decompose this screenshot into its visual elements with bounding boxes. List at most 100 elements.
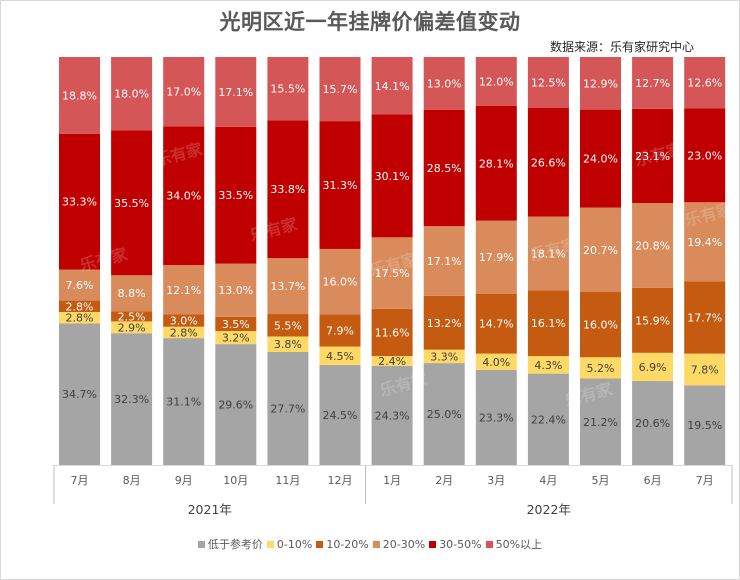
bar-segment[interactable]: [684, 108, 726, 203]
bar-segment[interactable]: [267, 120, 309, 259]
legend-item[interactable]: 0-10%: [266, 538, 312, 551]
legend-item[interactable]: 低于参考价: [197, 536, 263, 552]
bar-segment[interactable]: [527, 57, 569, 108]
bar-segment[interactable]: [423, 109, 465, 227]
bar-segment[interactable]: [59, 269, 100, 301]
bar-segment[interactable]: [163, 326, 205, 339]
bar-segment[interactable]: [267, 258, 309, 315]
bar-segment[interactable]: [580, 378, 621, 465]
bar-segment[interactable]: [475, 57, 517, 106]
bar-segment[interactable]: [632, 108, 674, 204]
bar-segment[interactable]: [267, 336, 309, 352]
bar-segment[interactable]: [684, 202, 726, 282]
bar-segment[interactable]: [59, 323, 100, 465]
bar-segment[interactable]: [423, 57, 465, 110]
bar-segment[interactable]: [371, 308, 413, 357]
bar-segment[interactable]: [632, 287, 674, 353]
bar-segment[interactable]: [527, 356, 569, 374]
bar-segment[interactable]: [527, 373, 569, 465]
chart-title: 光明区近一年挂牌价偏差值变动: [219, 10, 521, 34]
data-label: 7.8%: [691, 364, 719, 377]
bar-segment[interactable]: [684, 57, 726, 109]
bar-segment[interactable]: [59, 312, 100, 324]
bar-segment[interactable]: [475, 220, 517, 294]
bar-segment[interactable]: [111, 311, 153, 322]
bar-segment[interactable]: [215, 263, 257, 317]
bar-segment[interactable]: [215, 57, 257, 127]
bar-segment[interactable]: [267, 351, 309, 465]
x-tick-label: 3月: [487, 474, 505, 487]
bar-segment[interactable]: [111, 275, 153, 312]
data-label: 15.9%: [635, 314, 670, 327]
bar-segment[interactable]: [59, 57, 100, 134]
data-label: 8.8%: [118, 287, 146, 300]
bar-segment[interactable]: [371, 237, 413, 309]
bar-segment[interactable]: [423, 295, 465, 350]
bar-segment[interactable]: [632, 352, 674, 381]
bar-segment[interactable]: [580, 292, 621, 358]
bar-segment[interactable]: [580, 207, 621, 293]
bar-segment[interactable]: [319, 57, 361, 122]
data-label: 2.4%: [378, 355, 406, 368]
bar-segment[interactable]: [371, 365, 413, 465]
data-label: 2.8%: [66, 312, 94, 325]
bar-segment[interactable]: [163, 126, 205, 266]
data-label: 33.8%: [270, 183, 305, 196]
bar-segment[interactable]: [163, 57, 205, 127]
legend-label: 20-30%: [382, 538, 426, 551]
bar-segment[interactable]: [59, 300, 100, 312]
bar-segment[interactable]: [215, 331, 257, 345]
bar-segment[interactable]: [215, 126, 257, 264]
bar-segment[interactable]: [319, 346, 361, 365]
data-label: 32.3%: [114, 393, 149, 406]
bar-segment[interactable]: [527, 290, 569, 357]
bar-segment[interactable]: [371, 57, 413, 115]
bar-segment[interactable]: [632, 203, 674, 288]
bar-segment[interactable]: [319, 121, 361, 249]
bar-segment[interactable]: [215, 316, 257, 332]
bar-segment[interactable]: [267, 314, 309, 337]
bar-segment[interactable]: [423, 349, 465, 364]
bar-segment[interactable]: [527, 108, 569, 217]
bar-segment[interactable]: [111, 57, 153, 131]
legend-item[interactable]: 30-50%: [429, 538, 482, 551]
legend-item[interactable]: 20-30%: [372, 538, 426, 551]
bar-segment[interactable]: [319, 314, 361, 347]
bar-segment[interactable]: [475, 105, 517, 221]
bar-segment[interactable]: [580, 109, 621, 208]
bar-segment[interactable]: [59, 133, 100, 270]
bar-segment[interactable]: [319, 248, 361, 315]
bar-segment[interactable]: [163, 314, 205, 327]
bar-segment[interactable]: [111, 130, 153, 276]
bar-segment[interactable]: [475, 293, 517, 354]
bar-segment[interactable]: [632, 57, 674, 109]
bar-segment[interactable]: [319, 364, 361, 465]
bar-segment[interactable]: [111, 321, 153, 334]
bar-segment[interactable]: [527, 216, 569, 291]
bar-segment[interactable]: [423, 363, 465, 465]
data-label: 21.2%: [583, 416, 618, 429]
bar-segment[interactable]: [163, 265, 205, 315]
bar-segment[interactable]: [475, 369, 517, 465]
data-label: 15.7%: [323, 83, 358, 96]
bar-segment[interactable]: [423, 226, 465, 296]
legend-item[interactable]: 50%以上: [485, 536, 542, 552]
bar-segment[interactable]: [371, 356, 413, 366]
data-label: 31.1%: [166, 396, 201, 409]
legend-item[interactable]: 10-20%: [316, 538, 369, 551]
data-label: 17.1%: [218, 86, 253, 99]
bar-segment[interactable]: [580, 357, 621, 379]
bar-segment[interactable]: [632, 380, 674, 465]
bar-segment[interactable]: [267, 57, 309, 121]
bar-segment[interactable]: [371, 114, 413, 238]
bar-segment[interactable]: [215, 344, 257, 465]
bar-segment[interactable]: [163, 338, 205, 465]
bar-segment[interactable]: [684, 353, 726, 386]
bar-segment[interactable]: [684, 385, 726, 465]
bar-segment[interactable]: [684, 281, 726, 354]
bar-segment[interactable]: [580, 57, 621, 110]
bar-segment[interactable]: [475, 353, 517, 370]
data-label: 12.0%: [479, 75, 514, 88]
bar-segment[interactable]: [111, 333, 153, 465]
data-label: 16.1%: [531, 317, 566, 330]
